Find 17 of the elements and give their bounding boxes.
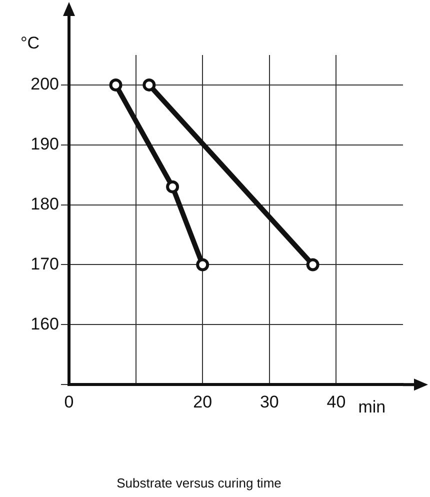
point xyxy=(142,78,156,92)
x-tick-label: 0 xyxy=(64,392,74,412)
x-axis-title: min xyxy=(358,397,386,416)
x-tick-label: 30 xyxy=(260,392,279,412)
text: Substrate versus curing time xyxy=(116,476,282,491)
y-axis-title: °C xyxy=(20,34,40,53)
x-tick-label: 40 xyxy=(326,392,346,412)
point xyxy=(306,258,320,272)
point xyxy=(166,180,180,194)
point xyxy=(196,258,210,272)
y-tick-label: 180 xyxy=(30,194,59,214)
y-tick-label: 190 xyxy=(30,134,59,154)
y-tick-label: 170 xyxy=(30,254,59,274)
x-tick-label: 20 xyxy=(193,392,212,412)
y-tick-label: 200 xyxy=(30,74,59,94)
y-tick-label: 160 xyxy=(30,314,59,334)
point xyxy=(109,78,122,92)
